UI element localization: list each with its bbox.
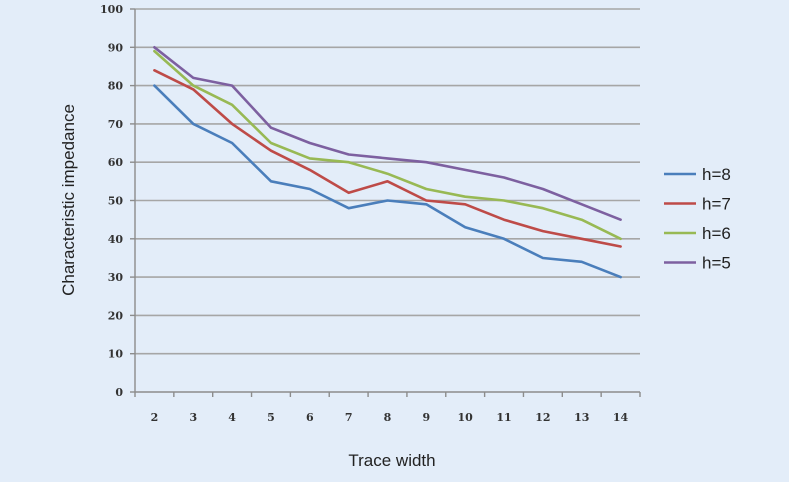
x-axis-title: Trace width (348, 451, 435, 470)
legend-label: h=5 (702, 254, 731, 273)
x-tick-label: 14 (613, 411, 629, 424)
y-tick-label: 30 (108, 271, 124, 284)
x-tick-label: 2 (151, 411, 159, 424)
x-tick-label: 6 (306, 411, 314, 424)
y-tick-label: 40 (108, 233, 124, 246)
y-tick-label: 10 (108, 348, 124, 361)
x-tick-label: 11 (496, 411, 511, 424)
x-tick-label: 7 (345, 411, 353, 424)
legend-item: h=7 (664, 195, 731, 214)
y-tick-label: 60 (108, 156, 124, 169)
x-tick-label: 4 (228, 411, 236, 424)
x-tick-label: 13 (574, 411, 589, 424)
legend: h=8 h=7 h=6 h=5 (664, 165, 731, 273)
x-tick-label: 3 (189, 411, 197, 424)
y-tick-label: 80 (108, 80, 124, 93)
legend-label: h=6 (702, 224, 731, 243)
series-line-h-5 (153, 45, 622, 221)
series-line-h-7 (153, 69, 622, 248)
legend-item: h=6 (664, 224, 731, 243)
y-tick-label: 90 (108, 41, 124, 54)
legend-label: h=7 (702, 195, 731, 214)
x-tick-label: 8 (384, 411, 392, 424)
y-tick-label: 50 (108, 195, 124, 208)
y-tick-label: 100 (100, 3, 123, 16)
x-tick-label: 9 (423, 411, 431, 424)
x-tick-label: 12 (535, 411, 550, 424)
series-line-h-6 (153, 49, 622, 241)
y-tick-label: 0 (115, 386, 123, 399)
x-tick-label: 5 (267, 411, 275, 424)
y-axis-ticks: 0 10 20 30 40 50 60 70 80 90 100 (100, 3, 135, 399)
data-series (153, 45, 622, 279)
legend-item: h=8 (664, 165, 731, 184)
y-tick-label: 20 (108, 309, 124, 322)
x-axis-ticks: 2 3 4 5 6 7 8 9 10 11 12 13 14 (134, 392, 641, 424)
y-axis-title: Characteristic impedance (59, 104, 78, 296)
legend-item: h=5 (664, 254, 731, 273)
series-line-h-8 (153, 84, 622, 279)
y-tick-label: 70 (108, 118, 124, 131)
x-tick-label: 10 (458, 411, 474, 424)
legend-label: h=8 (702, 165, 731, 184)
